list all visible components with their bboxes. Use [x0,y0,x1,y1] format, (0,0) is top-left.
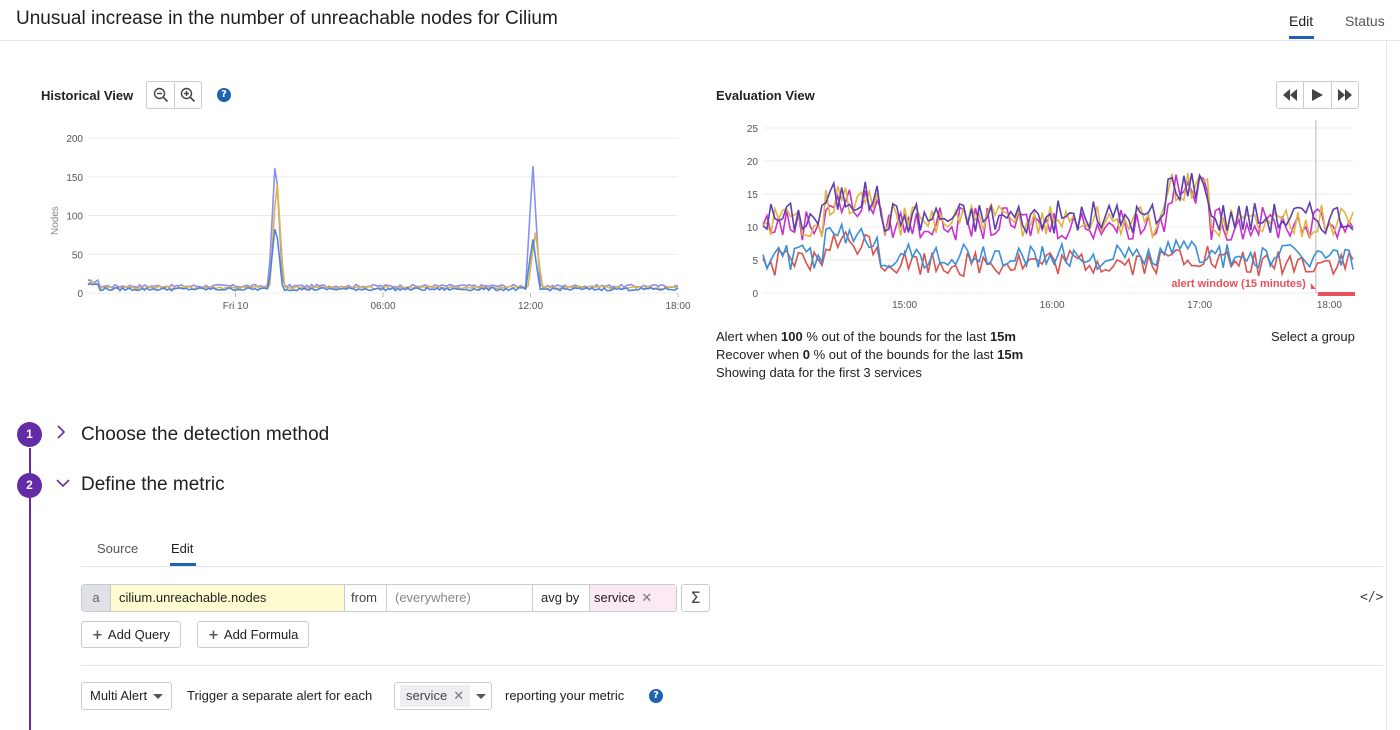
zoom-in-button[interactable] [174,82,201,108]
aggregation-select[interactable]: avg by [532,585,589,611]
zoom-out-icon [153,87,168,103]
fast-forward-icon [1337,89,1352,101]
help-icon[interactable]: ? [649,689,663,703]
add-query-button[interactable]: + Add Query [81,621,182,648]
query-row: a cilium.unreachable.nodes from (everywh… [81,584,677,612]
evaluation-series-line [762,172,1354,240]
x-tick-label: 06:00 [370,301,395,312]
zoom-in-icon [180,87,196,103]
plus-icon: + [208,628,219,643]
remove-tag-icon[interactable]: ✕ [641,590,653,605]
historical-series-line [87,184,679,291]
step-2-badge: 2 [17,473,42,498]
evaluation-series-line [762,172,1354,235]
function-button[interactable]: Σ [681,584,710,612]
y-tick-label: 0 [752,289,758,300]
scrollbar-edge [1386,41,1387,730]
evaluation-view-label: Evaluation View [716,88,815,103]
chevron-down-icon[interactable] [55,476,71,492]
y-tick-label: 100 [66,212,83,223]
historical-series-line [87,228,679,292]
x-tick-label: 18:00 [665,301,690,312]
fast-forward-button[interactable] [1330,82,1358,108]
remove-tag-icon[interactable]: ✕ [453,688,465,703]
tab-edit[interactable]: Edit [1289,13,1314,29]
divider [81,566,1383,567]
historical-chart: Nodes 0 50 100 150 200 Fri 10 06:00 12:00 18:00 [50,134,691,312]
y-tick-label: 15 [747,190,759,201]
caret-down-icon [153,694,164,700]
zoom-out-button[interactable] [147,82,174,108]
scope-input[interactable]: (everywhere) [386,585,532,611]
header-bar: Unusual increase in the number of unreac… [0,0,1400,41]
group-tag-select[interactable]: service ✕ [394,682,493,710]
metric-input[interactable]: cilium.unreachable.nodes [110,585,344,611]
add-formula-label: Add Formula [223,627,299,642]
historical-series-line [87,165,679,289]
historical-y-axis-label: Nodes [50,206,61,235]
select-group-link[interactable]: Select a group [1271,329,1355,344]
caret-down-icon [476,694,487,700]
showing-data-text: Showing data for the first 3 services [716,365,922,380]
divider [81,665,1383,666]
group-tag-label: service [406,688,448,703]
page-title: Unusual increase in the number of unreac… [16,8,558,29]
chevron-right-icon[interactable] [55,424,67,443]
evaluation-series-line [762,230,1354,278]
play-button[interactable] [1303,82,1330,108]
x-tick-label: 12:00 [518,301,543,312]
alert-window-arrow [1310,283,1316,289]
step-connector [29,448,31,473]
evaluation-chart: 0 5 10 15 20 25 15:00 16:00 17:00 18:00 alert wind… [747,120,1355,311]
evaluation-series-line [762,174,1354,241]
x-tick-label: 16:00 [1040,300,1065,311]
group-by-tag[interactable]: service ✕ [589,585,676,611]
active-tab-indicator [1289,36,1314,39]
add-formula-button[interactable]: + Add Formula [197,621,310,648]
tab-source[interactable]: Source [97,541,139,556]
group-tag-chip: service ✕ [400,685,471,707]
code-icon[interactable]: </> [1360,590,1384,605]
y-tick-label: 10 [747,223,759,234]
x-tick-label: 15:00 [892,300,917,311]
playback-controls [1276,81,1359,109]
alert-window-bar [1317,292,1355,296]
multi-alert-prefix: Trigger a separate alert for each [187,688,373,703]
step-1-badge: 1 [17,422,42,447]
y-tick-label: 25 [747,124,759,135]
rewind-icon [1283,89,1298,101]
y-tick-label: 50 [72,250,84,261]
step-1-title[interactable]: Choose the detection method [81,424,330,445]
zoom-controls [146,81,202,109]
y-tick-label: 200 [66,134,83,145]
query-letter: a [82,585,110,611]
tab-status[interactable]: Status [1345,13,1385,29]
add-query-label: Add Query [107,627,171,642]
historical-view-label: Historical View [41,88,134,103]
y-tick-label: 20 [747,157,759,168]
play-icon [1312,89,1324,101]
x-tick-label: 17:00 [1187,300,1212,311]
alert-mode-select[interactable]: Multi Alert [81,682,173,710]
plus-icon: + [92,628,103,643]
step-2-title[interactable]: Define the metric [81,474,225,495]
x-tick-label: Fri 10 [223,301,249,312]
recover-condition-text: Recover when 0 % out of the bounds for t… [716,347,1024,362]
x-tick-label: 18:00 [1317,300,1342,311]
step-connector-2 [29,498,31,730]
from-label: from [344,585,386,611]
group-by-tag-label: service [594,590,636,605]
tab-edit-query[interactable]: Edit [171,541,194,556]
query-tab-indicator [170,563,196,566]
alert-condition-text: Alert when 100 % out of the bounds for t… [716,329,1016,344]
multi-alert-suffix: reporting your metric [505,688,625,703]
y-tick-label: 5 [752,256,758,267]
y-tick-label: 0 [77,289,83,300]
alert-window-label: alert window (15 minutes) [1171,278,1306,290]
help-icon[interactable]: ? [217,88,231,102]
y-tick-label: 150 [66,173,83,184]
alert-mode-value: Multi Alert [90,688,148,703]
rewind-button[interactable] [1277,82,1303,108]
evaluation-series-line [762,221,1354,272]
